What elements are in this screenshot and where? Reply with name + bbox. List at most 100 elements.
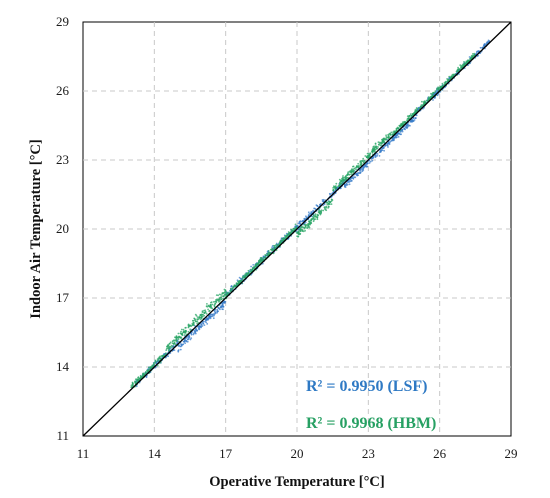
data-point	[206, 303, 208, 305]
data-point	[374, 150, 376, 153]
data-point	[330, 203, 333, 206]
data-point	[367, 157, 369, 160]
data-point	[159, 355, 162, 358]
data-point	[189, 324, 192, 327]
data-point	[302, 230, 305, 233]
data-point	[473, 52, 476, 55]
data-point	[312, 217, 315, 220]
data-point	[215, 301, 218, 304]
data-point	[362, 169, 365, 172]
data-point	[223, 301, 226, 304]
data-point	[300, 227, 302, 229]
data-point	[273, 244, 275, 247]
data-point	[131, 382, 134, 385]
data-point	[177, 332, 180, 335]
data-point	[398, 132, 400, 135]
data-point	[385, 138, 388, 141]
data-point	[352, 165, 354, 168]
data-point	[466, 61, 469, 64]
data-point	[410, 115, 413, 117]
data-point	[290, 228, 292, 231]
data-point	[397, 136, 400, 138]
data-point	[178, 335, 180, 338]
data-point	[366, 165, 368, 168]
data-point	[330, 198, 333, 201]
data-point	[379, 142, 381, 145]
data-point	[177, 350, 180, 353]
data-point	[293, 227, 296, 230]
data-point	[432, 99, 434, 101]
data-point	[301, 230, 304, 233]
data-point	[381, 149, 384, 152]
data-point	[351, 168, 353, 171]
y-tick-label: 17	[56, 290, 70, 305]
data-point	[257, 263, 260, 266]
data-point	[286, 233, 289, 236]
data-point	[219, 306, 222, 309]
data-point	[372, 146, 375, 148]
data-point	[179, 348, 182, 351]
data-point	[387, 136, 390, 139]
data-point	[210, 315, 213, 317]
data-point	[406, 119, 408, 121]
data-point	[130, 386, 133, 389]
data-point	[150, 365, 153, 368]
data-point	[452, 73, 455, 76]
data-point	[217, 310, 219, 313]
data-point	[314, 213, 317, 216]
data-point	[190, 337, 193, 339]
data-point	[304, 221, 307, 224]
data-point	[406, 115, 409, 117]
data-point	[187, 330, 190, 333]
data-point	[312, 220, 315, 223]
data-point	[413, 119, 416, 121]
data-point	[245, 275, 248, 277]
data-point	[213, 313, 216, 316]
data-point	[328, 201, 331, 204]
data-point	[361, 160, 364, 162]
data-point	[175, 340, 178, 342]
data-point	[208, 309, 211, 312]
data-point	[180, 344, 183, 347]
data-point	[220, 296, 223, 298]
data-point	[399, 126, 401, 128]
data-point	[221, 295, 224, 297]
x-tick-label: 26	[433, 446, 447, 461]
data-point	[183, 340, 186, 342]
data-point	[395, 128, 398, 130]
data-point	[245, 273, 248, 275]
data-point	[180, 332, 183, 335]
data-point	[222, 306, 225, 308]
data-point	[441, 82, 444, 85]
data-point	[378, 143, 380, 146]
data-point	[206, 305, 209, 308]
data-point	[385, 134, 387, 137]
data-point	[168, 349, 170, 351]
data-point	[216, 298, 219, 301]
data-point	[271, 247, 274, 250]
data-point	[391, 138, 394, 140]
data-point	[308, 226, 311, 229]
data-point	[212, 301, 215, 303]
data-point	[355, 168, 357, 171]
data-point	[366, 155, 369, 157]
data-point	[385, 136, 388, 138]
data-point	[404, 128, 406, 131]
data-point	[252, 266, 255, 269]
data-point	[433, 91, 436, 94]
data-point	[333, 185, 335, 188]
data-point	[448, 75, 451, 78]
data-point	[376, 154, 379, 157]
data-point	[136, 379, 139, 382]
data-point	[314, 218, 317, 221]
data-point	[325, 206, 328, 209]
data-point	[389, 134, 392, 136]
data-point	[145, 376, 148, 379]
data-point	[191, 322, 194, 325]
data-point	[400, 122, 403, 125]
data-point	[341, 177, 343, 180]
data-point	[203, 311, 206, 314]
data-point	[472, 53, 474, 55]
data-point	[208, 317, 211, 320]
data-point	[177, 338, 180, 341]
